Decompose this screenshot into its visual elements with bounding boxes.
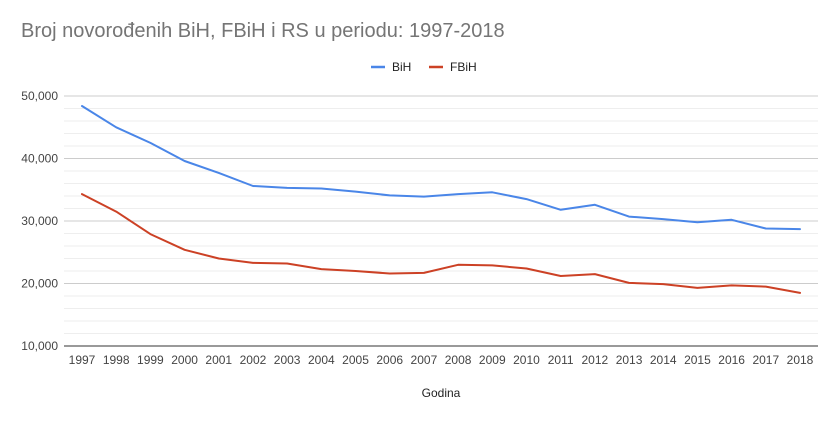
- x-tick-label: 2012: [582, 353, 609, 367]
- x-tick-label: 1997: [69, 353, 96, 367]
- x-tick-label: 2002: [240, 353, 267, 367]
- x-axis-title: Godina: [422, 386, 461, 400]
- chart-title: Broj novorođenih BiH, FBiH i RS u period…: [21, 20, 505, 42]
- legend-label-bih: BiH: [392, 60, 411, 74]
- x-tick-label: 2010: [513, 353, 540, 367]
- y-tick-label: 30,000: [21, 214, 58, 228]
- x-tick-label: 2015: [684, 353, 711, 367]
- x-tick-label: 2006: [376, 353, 403, 367]
- y-tick-label: 50,000: [21, 89, 58, 103]
- legend: BiH FBiH: [371, 60, 477, 74]
- x-tick-label: 2016: [718, 353, 745, 367]
- series-line-fbih: [81, 193, 801, 294]
- x-tick-label: 2005: [342, 353, 369, 367]
- x-tick-label: 1999: [137, 353, 164, 367]
- legend-label-fbih: FBiH: [450, 60, 477, 74]
- x-tick-label: 2014: [650, 353, 677, 367]
- y-tick-label: 10,000: [21, 339, 58, 353]
- x-tick-label: 2018: [787, 353, 814, 367]
- x-tick-label: 2001: [205, 353, 232, 367]
- x-tick-label: 2003: [274, 353, 301, 367]
- series-line-bih: [81, 105, 801, 231]
- y-tick-label: 40,000: [21, 152, 58, 166]
- x-tick-label: 1998: [103, 353, 130, 367]
- x-tick-label: 2004: [308, 353, 335, 367]
- x-tick-label: 2007: [411, 353, 438, 367]
- y-tick-label: 20,000: [21, 277, 58, 291]
- axes: 10,000 20,000 30,000 40,000 50,000 1997 1998 19…: [21, 89, 818, 367]
- x-tick-label: 2009: [479, 353, 506, 367]
- x-tick-label: 2011: [548, 353, 574, 367]
- x-tick-label: 2000: [171, 353, 198, 367]
- x-tick-label: 2008: [445, 353, 472, 367]
- x-tick-label: 2013: [616, 353, 643, 367]
- x-tick-label: 2017: [752, 353, 779, 367]
- series-lines: [81, 105, 801, 294]
